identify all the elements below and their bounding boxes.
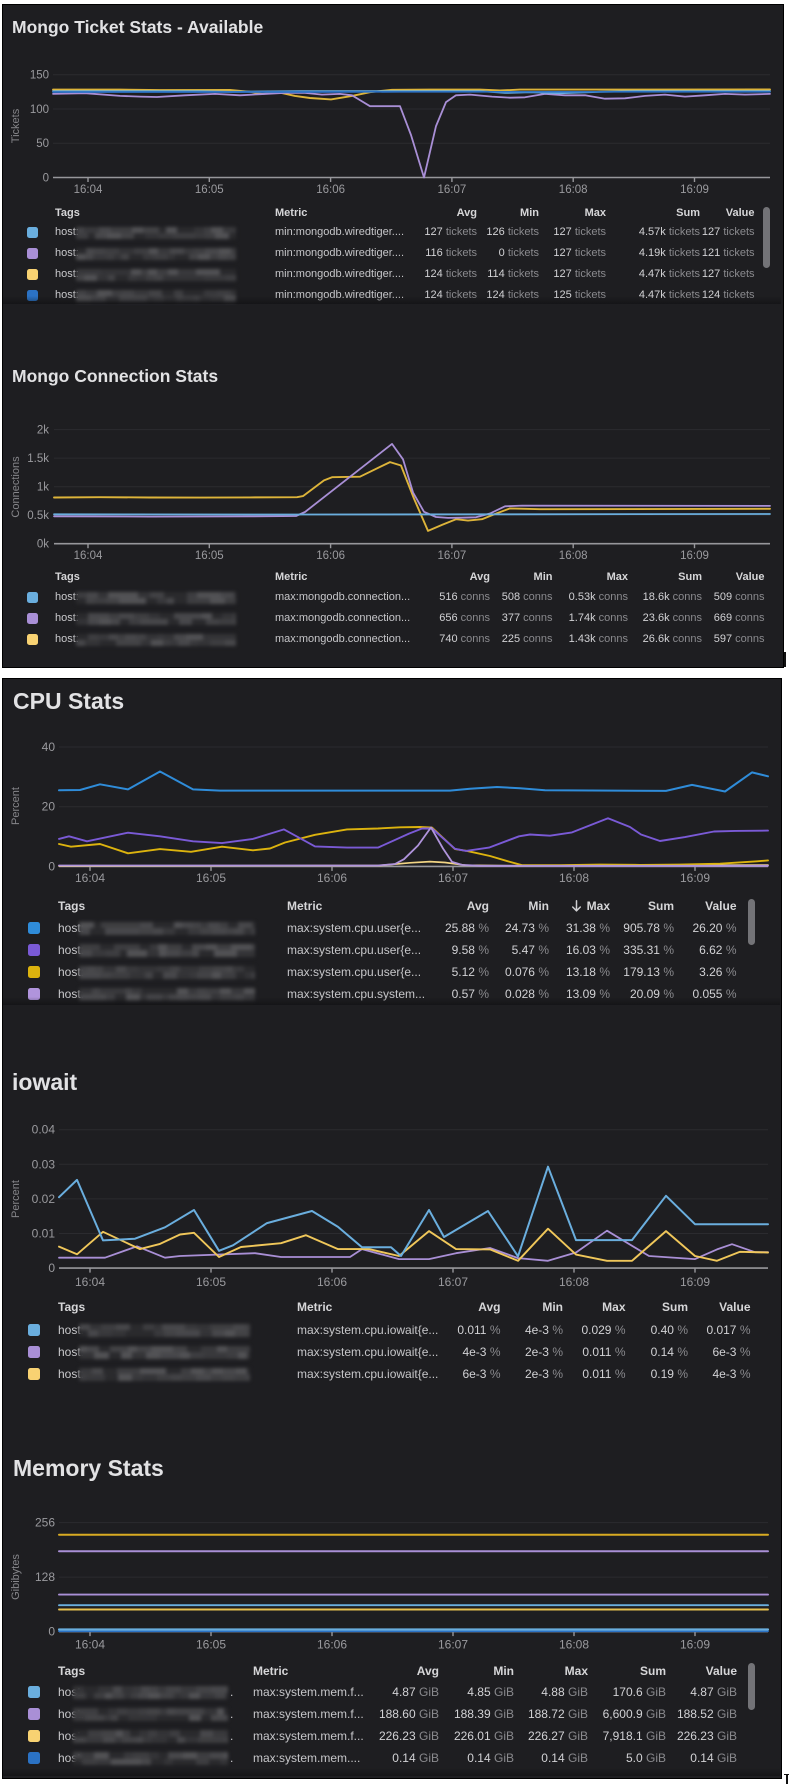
svg-text:16:06: 16:06 (316, 184, 345, 196)
svg-text:16:07: 16:07 (438, 1275, 468, 1289)
svg-text:16:09: 16:09 (680, 1275, 710, 1289)
svg-text:Tickets: Tickets (10, 108, 22, 143)
svg-text:16:05: 16:05 (196, 871, 226, 885)
svg-text:16:05: 16:05 (195, 550, 224, 562)
svg-text:16:05: 16:05 (196, 1638, 226, 1652)
svg-text:16:06: 16:06 (317, 1275, 347, 1289)
svg-text:0: 0 (48, 859, 55, 873)
svg-text:0.03: 0.03 (32, 1157, 56, 1171)
svg-text:Percent: Percent (10, 1180, 22, 1218)
svg-text:16:08: 16:08 (559, 184, 588, 196)
svg-text:40: 40 (42, 740, 56, 754)
svg-text:0.5k: 0.5k (27, 510, 49, 522)
svg-text:0: 0 (43, 173, 49, 185)
svg-text:16:09: 16:09 (680, 550, 709, 562)
svg-text:16:09: 16:09 (680, 1638, 710, 1652)
svg-text:16:04: 16:04 (75, 1275, 105, 1289)
svg-text:0: 0 (48, 1261, 55, 1275)
svg-text:0.01: 0.01 (32, 1227, 56, 1241)
svg-text:100: 100 (30, 104, 49, 116)
svg-text:16:07: 16:07 (438, 871, 468, 885)
svg-text:Connections: Connections (10, 456, 22, 518)
svg-text:16:04: 16:04 (74, 184, 103, 196)
svg-text:1.5k: 1.5k (27, 453, 49, 465)
svg-text:16:09: 16:09 (680, 184, 709, 196)
svg-text:50: 50 (36, 138, 49, 150)
svg-text:Gibibytes: Gibibytes (10, 1554, 22, 1600)
svg-text:16:05: 16:05 (196, 1275, 226, 1289)
svg-text:16:08: 16:08 (559, 1275, 589, 1289)
svg-text:16:08: 16:08 (559, 550, 588, 562)
svg-text:16:08: 16:08 (559, 1638, 589, 1652)
svg-text:16:06: 16:06 (317, 1638, 347, 1652)
svg-text:2k: 2k (37, 425, 49, 437)
svg-text:16:06: 16:06 (316, 550, 345, 562)
svg-text:20: 20 (42, 800, 56, 814)
svg-text:16:04: 16:04 (74, 550, 103, 562)
svg-text:Percent: Percent (10, 787, 22, 825)
svg-text:16:06: 16:06 (317, 871, 347, 885)
svg-text:16:04: 16:04 (75, 871, 105, 885)
svg-text:150: 150 (30, 70, 49, 82)
svg-text:1k: 1k (37, 482, 49, 494)
svg-text:16:05: 16:05 (195, 184, 224, 196)
svg-text:16:08: 16:08 (559, 871, 589, 885)
svg-text:0.02: 0.02 (32, 1192, 56, 1206)
svg-text:0.04: 0.04 (32, 1123, 56, 1137)
svg-text:16:07: 16:07 (438, 550, 467, 562)
svg-text:0: 0 (48, 1625, 55, 1639)
svg-text:0k: 0k (37, 539, 49, 551)
svg-text:16:04: 16:04 (75, 1638, 105, 1652)
svg-text:16:07: 16:07 (438, 184, 467, 196)
svg-text:256: 256 (35, 1516, 55, 1530)
svg-text:16:07: 16:07 (438, 1638, 468, 1652)
svg-text:16:09: 16:09 (680, 871, 710, 885)
svg-text:128: 128 (35, 1570, 55, 1584)
